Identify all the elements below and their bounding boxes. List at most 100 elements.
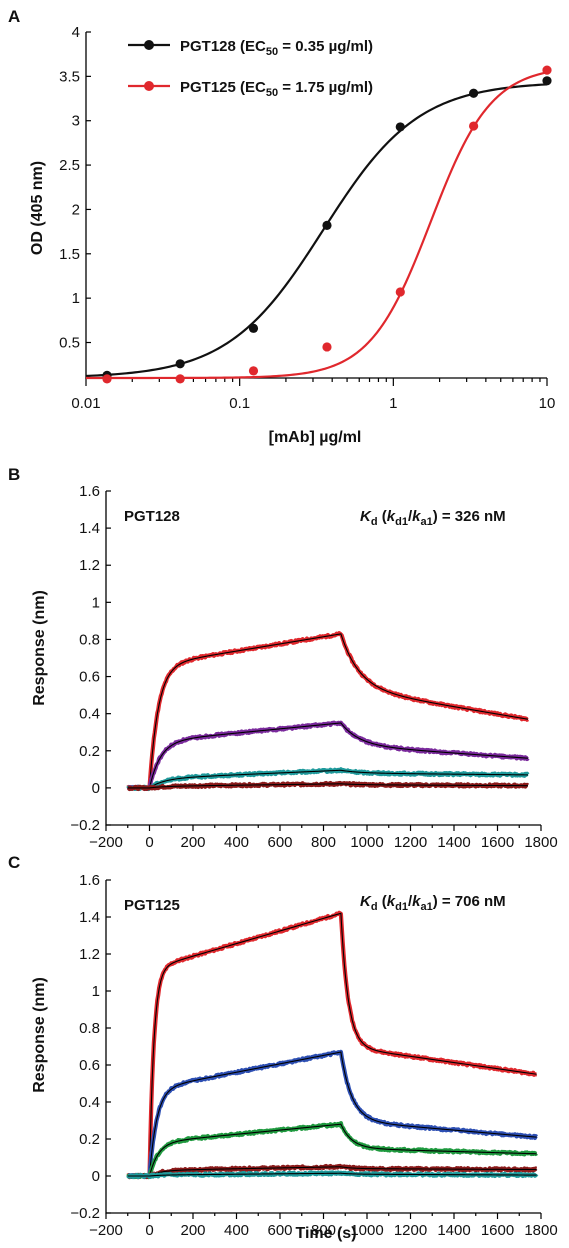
panel-b-axes: −0.2 0 0.2 0.4 0.6 0.8 1 1.2 1.4 1.6 −200 0 200 400 60… (70, 483, 557, 851)
panel-b-x-tick-label: 1600 (481, 834, 514, 851)
fit-curve-series-1 (86, 71, 548, 380)
panel-a-y-tick-label: 0.5 (59, 335, 80, 352)
panel-c-y-tick-label: 1.2 (79, 946, 100, 963)
panel-b-y-tick-label: 0.6 (79, 669, 100, 686)
panel-b-y-axis-title: Response (nm) (31, 590, 48, 706)
data-point-series-0 (542, 76, 552, 86)
panel-c-y-tick-label: 1.6 (79, 872, 100, 889)
panel-c-y-axis-title: Response (nm) (31, 977, 48, 1093)
panel-a-fit-curves (85, 71, 548, 380)
panel-b-fit-0 (127, 633, 529, 789)
data-point-series-0 (248, 323, 259, 333)
data-point-series-1 (248, 366, 259, 376)
panel-c-y-tick-label: 0 (92, 1168, 100, 1185)
panel-b-y-tick-label: 1.2 (79, 557, 100, 574)
panel-b-kd-annotation: Kd (kd1/ka1) = 326 nM (360, 508, 506, 528)
panel-b-x-tick-label: 600 (267, 834, 292, 851)
panel-b-x-tick-label: 800 (311, 834, 336, 851)
panel-b-x-tick-label: 1400 (437, 834, 470, 851)
panel-a-x-tick-label: 1 (389, 395, 397, 412)
panel-c-y-tick-label: 0.4 (79, 1094, 100, 1111)
data-point-series-0 (322, 220, 332, 231)
panel-a-legend: PGT128 (EC50 = 0.35 µg/ml) PGT125 (EC50 … (128, 38, 373, 99)
panel-b-fit-1 (127, 722, 528, 789)
panel-c-x-tick-label: 0 (145, 1222, 153, 1239)
panel-a-y-axis-title: OD (405 nm) (29, 161, 46, 255)
panel-b-y-tick-label: 0.2 (79, 743, 100, 760)
panel-a-y-tick-label: 3.5 (59, 68, 80, 85)
panel-a-x-tick-label: 0.01 (71, 395, 100, 412)
panel-b-y-tick-label: 1.6 (79, 483, 100, 500)
panel-a-dose-response: 0.5 1 1.5 2 2.5 3 3.5 4 0.01 0.1 1 10 PGT128 (EC50 … (29, 24, 555, 446)
panel-c-traces (126, 910, 539, 1180)
data-point-series-0 (469, 88, 479, 98)
panel-b-fit-2 (127, 769, 528, 789)
panel-c-x-tick-label: 1800 (524, 1222, 557, 1239)
panel-a-y-tick-label: 1.5 (59, 246, 80, 263)
panel-c-x-tick-label: 1000 (350, 1222, 383, 1239)
panel-b-x-tick-label: 1800 (524, 834, 557, 851)
legend-marker-pgt128 (144, 40, 154, 50)
panel-a-y-tick-label: 4 (72, 24, 80, 41)
panel-c-x-tick-label: 1400 (437, 1222, 470, 1239)
data-point-series-1 (395, 287, 405, 297)
panel-c-fit-1 (127, 1051, 537, 1177)
panel-letter-c: C (8, 853, 20, 872)
panel-c-fit-3 (127, 1166, 537, 1177)
data-point-series-0 (175, 359, 185, 369)
panel-b-y-tick-label: 0.8 (79, 631, 100, 648)
panel-b-y-tick-label: 0.4 (79, 706, 100, 723)
panel-c-antibody-label: PGT125 (124, 897, 180, 914)
panel-b-y-tick-label: 1.4 (79, 520, 100, 537)
panel-a-y-tick-label: 2 (72, 201, 80, 218)
legend-marker-pgt125 (144, 81, 154, 91)
panel-b-x-tick-label: 0 (145, 834, 153, 851)
panel-c-kd-annotation: Kd (kd1/ka1) = 706 nM (360, 893, 506, 913)
panel-c-fit-2 (127, 1123, 537, 1177)
panel-c-trace-3 (126, 1163, 538, 1180)
data-point-series-1 (102, 374, 112, 384)
panel-c-x-tick-label: 600 (267, 1222, 292, 1239)
data-point-series-0 (395, 122, 405, 132)
panel-a-data-points (102, 65, 552, 384)
panel-c-x-tick-label: 400 (224, 1222, 249, 1239)
panel-c-axes: −0.2 0 0.2 0.4 0.6 0.8 1 1.2 1.4 1.6 −200 0 200 400 60… (70, 872, 557, 1239)
panel-c-fit-4 (127, 1172, 537, 1177)
panel-b-x-tick-label: 200 (180, 834, 205, 851)
panel-b-trace-0 (126, 631, 530, 792)
panel-c-x-tick-label: 200 (180, 1222, 205, 1239)
panel-a-y-tick-label: 2.5 (59, 157, 80, 174)
panel-c-y-tick-label: 1 (92, 983, 100, 1000)
panel-c-x-tick-label: −200 (89, 1222, 123, 1239)
panel-a-x-tick-label: 0.1 (229, 395, 250, 412)
panel-b-y-tick-label: 1 (92, 594, 100, 611)
panel-c-x-tick-label: 800 (311, 1222, 336, 1239)
data-point-series-1 (175, 374, 185, 384)
panel-c-y-tick-label: 0.2 (79, 1131, 100, 1148)
panel-c-fit-0 (127, 912, 537, 1177)
panel-c-trace-1 (126, 1049, 538, 1180)
fit-curve-series-0 (85, 83, 548, 378)
panel-letter-b: B (8, 465, 20, 484)
data-point-series-1 (322, 342, 332, 352)
panel-b-x-tick-label: 1000 (350, 834, 383, 851)
panel-b-kinetics-pgt128: −0.2 0 0.2 0.4 0.6 0.8 1 1.2 1.4 1.6 −200 0 200 400 60… (31, 483, 558, 851)
legend-label-pgt125: PGT125 (EC50 = 1.75 µg/ml) (180, 79, 373, 99)
panel-b-y-tick-label: 0 (92, 780, 100, 797)
panel-c-y-tick-label: 0.8 (79, 1020, 100, 1037)
panel-c-axis-frame (105, 880, 541, 1214)
panel-a-x-tick-label: 10 (539, 395, 556, 412)
panel-b-y-tick-label: −0.2 (70, 817, 100, 834)
panel-c-y-tick-label: −0.2 (70, 1205, 100, 1222)
panel-b-traces (126, 631, 530, 792)
data-point-series-1 (469, 121, 479, 131)
panel-c-x-axis-title: Time (s) (295, 1225, 356, 1242)
panel-letter-a: A (8, 7, 20, 26)
panel-b-fit-3 (127, 783, 528, 789)
legend-label-pgt128: PGT128 (EC50 = 0.35 µg/ml) (180, 38, 373, 58)
data-point-series-1 (542, 65, 552, 75)
panel-b-antibody-label: PGT128 (124, 508, 180, 525)
panel-b-x-tick-label: 400 (224, 834, 249, 851)
panel-a-y-tick-label: 3 (72, 113, 80, 130)
